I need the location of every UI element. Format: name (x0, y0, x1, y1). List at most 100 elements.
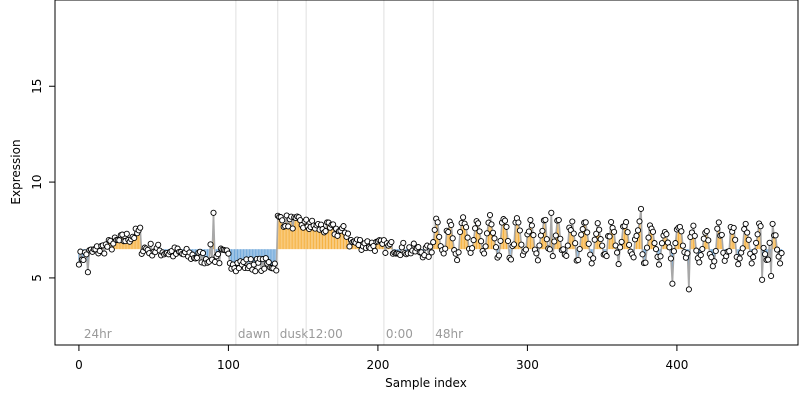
data-point (495, 252, 503, 259)
data-point (472, 225, 479, 232)
data-point (584, 229, 591, 236)
data-point (515, 219, 522, 226)
data-point (491, 235, 498, 242)
data-point (564, 242, 571, 249)
data-point (585, 240, 592, 247)
data-point (765, 256, 772, 263)
data-point (590, 255, 597, 262)
x-tick-label: 0 (75, 358, 83, 372)
data-point (639, 251, 646, 258)
data-point (637, 205, 645, 212)
data-point (539, 227, 546, 234)
data-point (448, 221, 455, 229)
data-point (486, 211, 494, 219)
data-point (214, 251, 222, 258)
data-point (356, 236, 364, 244)
data-point (778, 250, 785, 257)
data-point (624, 229, 631, 236)
data-point (489, 229, 497, 236)
data-point (470, 237, 477, 244)
data-point (415, 244, 422, 251)
data-point (555, 216, 562, 224)
data-point (271, 260, 278, 267)
data-point (101, 250, 108, 257)
data-point (147, 240, 154, 247)
data-point (400, 239, 407, 246)
data-point (273, 267, 280, 274)
data-point (699, 245, 706, 253)
data-point (488, 221, 495, 228)
y-tick-label: 15 (30, 79, 44, 94)
data-point (579, 226, 586, 233)
data-point (691, 232, 698, 239)
x-tick-label: 300 (516, 358, 539, 372)
data-point (449, 235, 456, 242)
data-point (658, 240, 666, 247)
data-point (744, 229, 751, 236)
data-point (663, 231, 670, 238)
data-point (430, 239, 437, 246)
data-point (735, 261, 742, 268)
data-point (533, 250, 540, 257)
data-point (693, 247, 700, 254)
data-point (760, 244, 767, 251)
data-points (75, 205, 785, 293)
data-point (690, 222, 697, 229)
data-point (726, 248, 733, 255)
data-point (570, 230, 577, 237)
data-point (83, 251, 90, 258)
data-point (247, 256, 254, 263)
data-point (303, 216, 310, 223)
data-point (137, 224, 144, 231)
data-point (207, 241, 214, 248)
data-point (80, 256, 87, 264)
data-point (455, 249, 462, 256)
y-tick-label: 10 (30, 174, 44, 189)
data-point (199, 250, 207, 257)
data-point (322, 228, 329, 235)
data-point (754, 231, 761, 238)
data-point (522, 246, 529, 253)
data-point (548, 209, 555, 216)
data-point (454, 257, 461, 264)
data-point (757, 223, 764, 230)
data-point (551, 238, 558, 245)
data-point (442, 245, 449, 252)
data-point (75, 261, 82, 268)
data-point (543, 236, 550, 243)
data-point (193, 254, 201, 261)
plot-background (55, 0, 798, 345)
data-point (501, 217, 509, 224)
data-point (670, 248, 677, 255)
data-point (594, 220, 601, 227)
data-point (425, 253, 432, 260)
data-point (645, 234, 652, 241)
data-point (599, 242, 606, 249)
data-point (626, 241, 633, 248)
data-point (697, 252, 704, 259)
data-point (289, 225, 296, 232)
data-point (344, 230, 352, 237)
data-point (84, 269, 91, 276)
data-point (748, 260, 755, 267)
data-point (591, 236, 598, 243)
data-point (252, 268, 259, 275)
data-point (732, 236, 739, 243)
data-point (685, 286, 692, 293)
x-axis: 0 100 200 300 400 (75, 344, 688, 372)
data-point (527, 216, 534, 224)
data-point (346, 243, 353, 250)
data-point (155, 241, 162, 248)
data-point (478, 238, 485, 245)
data-point (774, 246, 781, 253)
data-point (434, 219, 441, 226)
data-point (481, 250, 488, 257)
data-point (667, 255, 674, 262)
data-point (652, 246, 660, 253)
data-point (730, 224, 737, 231)
data-point (614, 249, 621, 256)
data-point (759, 276, 766, 283)
y-axis: 5 10 15 (30, 79, 56, 282)
y-tick-label: 5 (30, 274, 44, 282)
